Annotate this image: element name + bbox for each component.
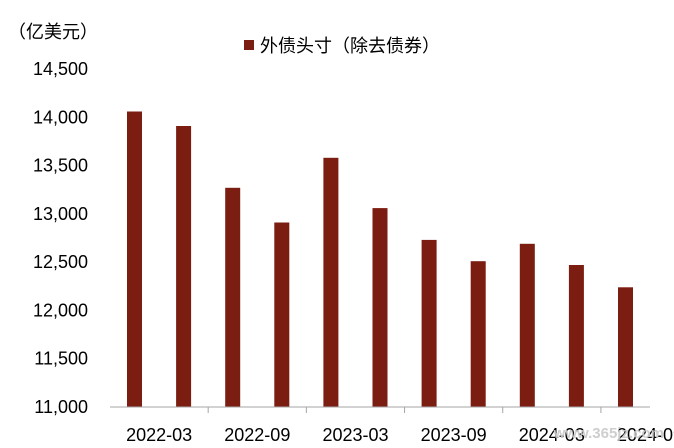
x-tick-label: 2023-09 [421,425,487,445]
y-tick-label: 12,500 [33,252,88,272]
bar [568,265,584,407]
x-tick-label: 2024-09 [617,425,674,445]
y-tick-label: 11,500 [34,349,88,369]
bar [323,157,339,407]
bar [225,187,241,407]
y-tick-label: 13,500 [33,156,88,176]
bar [274,222,290,407]
x-tick-label: 2023-03 [322,425,388,445]
bar [372,208,388,407]
y-tick-label: 12,000 [33,300,88,320]
bar [127,111,142,407]
y-tick-label: 11,000 [34,397,88,417]
legend-swatch [244,40,254,50]
watermark: www.365jz.com [553,425,664,442]
x-tick-label: 2022-09 [224,425,290,445]
y-tick-label: 14,500 [33,59,88,79]
x-tick-label: 2022-03 [126,425,192,445]
bar [176,126,192,407]
bar [618,287,633,407]
y-tick-label: 14,000 [33,107,88,127]
legend-label: 外债头寸（除去债券） [260,36,440,57]
bar [421,239,437,407]
bar [519,243,535,407]
bar [470,261,486,407]
y-tick-label: 13,000 [33,204,88,224]
chart-legend: 外债头寸（除去债券） [244,32,440,58]
x-tick-label: 2024-03 [519,425,585,445]
unit-label: （亿美元） [8,22,98,43]
